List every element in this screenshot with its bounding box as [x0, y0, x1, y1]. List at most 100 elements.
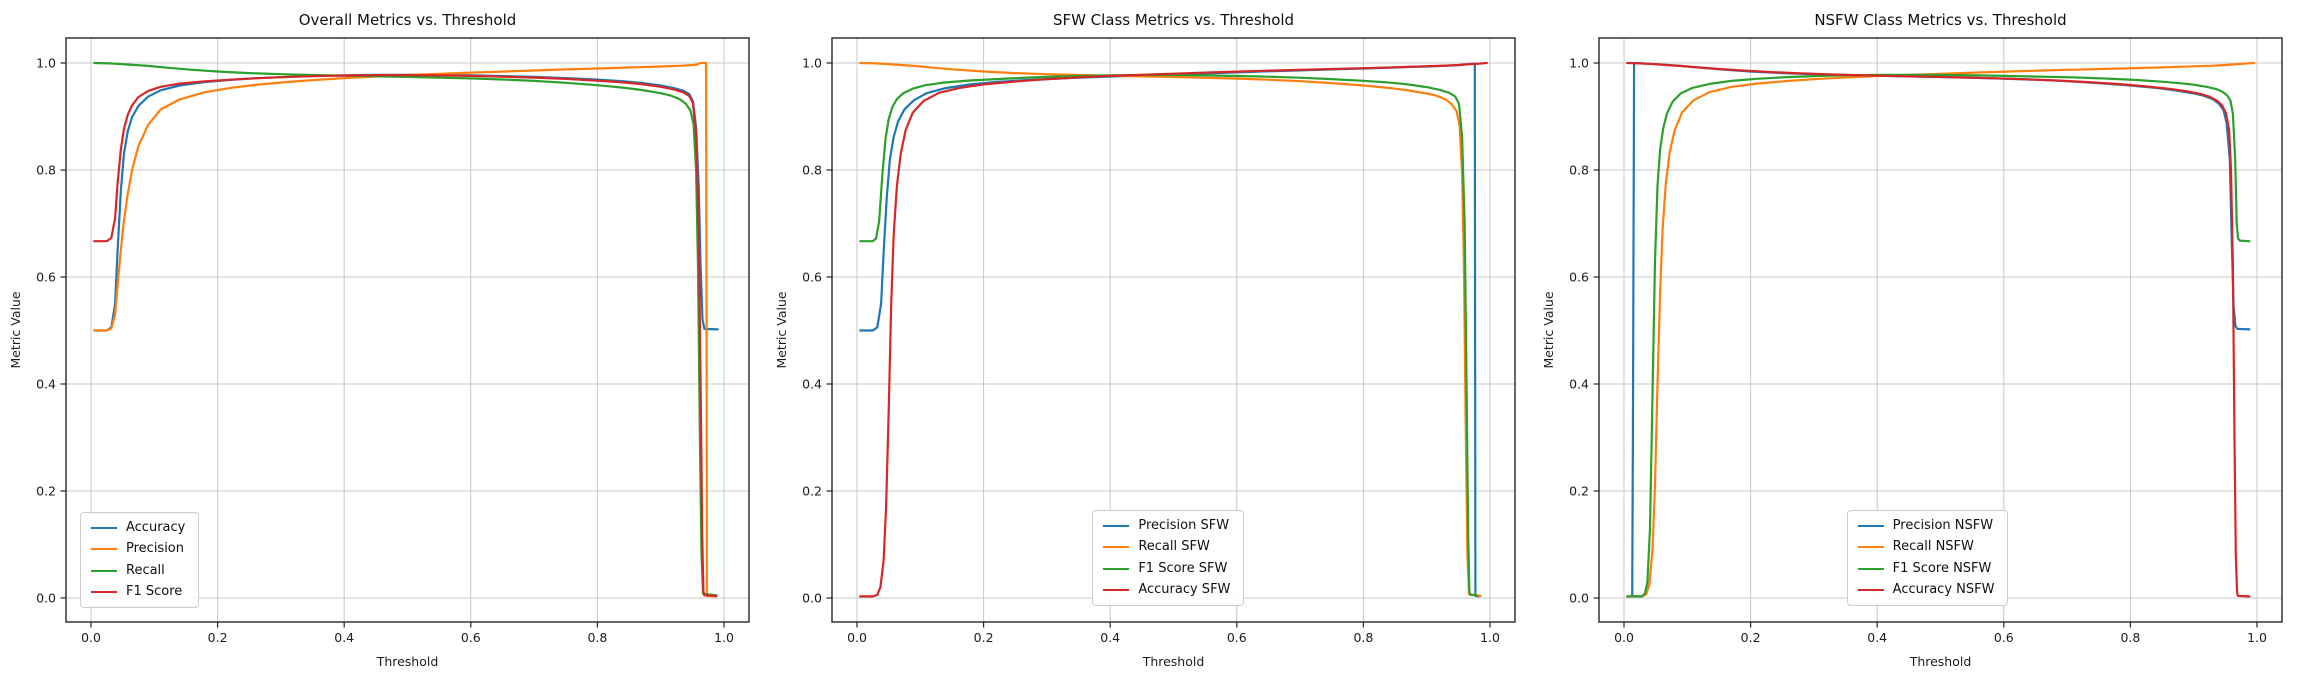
gridlines: [832, 38, 1516, 622]
legend-item-accuracy-sfw: Accuracy SFW: [1103, 582, 1230, 598]
series-line-recall: [93, 61, 718, 597]
legend-line-swatch: [91, 527, 117, 530]
legend-item-precision-sfw: Precision SFW: [1103, 518, 1230, 534]
y-tick-label: 0.4: [36, 376, 56, 391]
x-tick-label: 0.6: [1227, 630, 1247, 645]
legend-item-recall-nsfw: Recall NSFW: [1857, 539, 1995, 555]
legend-label: Accuracy: [126, 520, 186, 535]
plot-canvas: 0.0 0.2 0.4 0.6 0.8 1.0 0.0 0.2 0.4 0.6 0.8 1.0 SFW …: [774, 11, 1517, 669]
y-tick-label: 0.2: [1569, 483, 1589, 498]
x-tick-label: 0.2: [1740, 630, 1760, 645]
legend-line-swatch: [91, 590, 117, 593]
y-tick-label: 0.6: [802, 270, 822, 285]
axes-spines: [65, 37, 750, 623]
legend-item-accuracy: Accuracy: [91, 520, 185, 536]
legend-label: Precision: [126, 541, 185, 557]
x-tick-label: 0.6: [461, 630, 481, 645]
legend-line-swatch: [1103, 588, 1130, 591]
legend-label: Recall SFW: [1138, 539, 1210, 555]
y-tick-label: 0.8: [36, 163, 56, 178]
y-tick-label: 1.0: [802, 56, 822, 71]
legend-item-accuracy-nsfw: Accuracy NSFW: [1857, 581, 1995, 598]
legend-label: Recall NSFW: [1892, 539, 1974, 555]
x-axis-label: Threshold: [1908, 654, 1971, 669]
legend-label: Accuracy NSFW: [1892, 581, 1995, 597]
x-tick-label: 0.4: [334, 630, 354, 645]
x-tick-label: 1.0: [1480, 630, 1500, 645]
plot-canvas: 0.0 0.2 0.4 0.6 0.8 1.0 0.0 0.2 0.4 0.6 0.8 1.0 Over…: [8, 11, 750, 669]
y-tick-label: 0.2: [36, 483, 56, 498]
y-tick-label: 0.8: [1569, 163, 1589, 178]
chart-title: Overall Metrics vs. Threshold: [299, 11, 517, 29]
x-tick-label: 1.0: [714, 630, 734, 645]
chart-title: NSFW Class Metrics vs. Threshold: [1814, 11, 2066, 29]
legend-item-f1-score-sfw: F1 Score SFW: [1103, 561, 1230, 577]
y-tick-label: 1.0: [36, 56, 56, 71]
y-tick-label: 0.8: [802, 163, 822, 178]
legend-line-swatch: [1103, 567, 1130, 570]
axes-spines: [1597, 37, 2283, 623]
y-axis-label: Metric Value: [774, 291, 789, 368]
chart-sfw-metrics: 0.0 0.2 0.4 0.6 0.8 1.0 0.0 0.2 0.4 0.6 0.8 1.0 SFW …: [766, 0, 1532, 680]
y-tick-label: 0.0: [36, 590, 56, 605]
series-line-f1-score: [93, 74, 718, 597]
y-tick-label: 1.0: [1569, 56, 1589, 71]
y-tick-label: 0.4: [802, 376, 822, 391]
legend-label: Precision NSFW: [1892, 518, 1994, 533]
x-axis-label: Threshold: [1142, 654, 1205, 669]
legend: Accuracy Precision Recall F1 Score: [80, 512, 200, 608]
x-axis-label: Threshold: [376, 654, 439, 669]
x-tick-label: 0.6: [1994, 630, 2014, 645]
axis-ticks: 0.0 0.2 0.4 0.6 0.8 1.0 0.0 0.2 0.4 0.6 0.8 1.0: [36, 56, 734, 645]
legend-label: Recall: [126, 562, 165, 578]
series-line-f1-score-nsfw: [1625, 73, 2251, 598]
x-tick-label: 0.4: [1867, 630, 1887, 645]
series-lines: [93, 61, 719, 598]
plot-canvas: 0.0 0.2 0.4 0.6 0.8 1.0 0.0 0.2 0.4 0.6 0.8 1.0 NSFW…: [1541, 11, 2283, 669]
legend-item-recall: Recall: [91, 563, 185, 579]
y-tick-label: 0.6: [36, 270, 56, 285]
legend-line-swatch: [1103, 525, 1130, 528]
legend-line-swatch: [1857, 546, 1884, 549]
series-line-recall-sfw: [859, 61, 1482, 597]
legend-label: F1 Score: [126, 583, 183, 599]
x-tick-label: 0.0: [847, 630, 867, 645]
legend-item-f1-score-nsfw: F1 Score NSFW: [1857, 560, 1995, 577]
gridlines: [1598, 38, 2282, 622]
x-tick-label: 0.2: [208, 630, 228, 645]
x-tick-label: 0.8: [2120, 630, 2140, 645]
series-line-f1-score-sfw: [859, 73, 1479, 597]
series-lines: [859, 61, 1489, 598]
series-line-accuracy: [93, 73, 719, 332]
chart-title: SFW Class Metrics vs. Threshold: [1053, 11, 1294, 29]
legend-label: F1 Score NSFW: [1892, 560, 1992, 576]
y-tick-label: 0.0: [802, 590, 822, 605]
y-tick-label: 0.4: [1569, 376, 1589, 391]
legend-line-swatch: [1857, 567, 1884, 570]
legend-label: Accuracy SFW: [1138, 581, 1231, 597]
x-tick-label: 0.4: [1101, 630, 1121, 645]
chart-overall-metrics: 0.0 0.2 0.4 0.6 0.8 1.0 0.0 0.2 0.4 0.6 0.8 1.0 Over…: [0, 0, 766, 680]
legend-label: F1 Score SFW: [1138, 560, 1228, 576]
y-tick-label: 0.2: [802, 483, 822, 498]
legend-item-precision-nsfw: Precision NSFW: [1857, 518, 1995, 534]
legend: Precision SFW Recall SFW F1 Score SFW Accur…: [1092, 510, 1245, 606]
y-axis-label: Metric Value: [1541, 291, 1556, 368]
y-tick-label: 0.0: [1569, 590, 1589, 605]
legend-line-swatch: [91, 569, 117, 572]
x-tick-label: 0.8: [587, 630, 607, 645]
y-tick-label: 0.6: [1569, 270, 1589, 285]
x-tick-label: 0.8: [1354, 630, 1374, 645]
legend-item-precision: Precision: [91, 541, 185, 557]
series-line-precision: [93, 61, 718, 598]
y-axis-label: Metric Value: [8, 291, 23, 368]
series-line-accuracy-sfw: [859, 61, 1489, 598]
axis-ticks: 0.0 0.2 0.4 0.6 0.8 1.0 0.0 0.2 0.4 0.6 0.8 1.0: [1569, 56, 2267, 645]
series-lines: [1625, 61, 2255, 598]
series-line-recall-nsfw: [1625, 61, 2255, 598]
legend-label: Precision SFW: [1138, 518, 1230, 533]
legend-item-recall-sfw: Recall SFW: [1103, 539, 1230, 555]
x-tick-label: 0.0: [1614, 630, 1634, 645]
x-tick-label: 1.0: [2247, 630, 2267, 645]
